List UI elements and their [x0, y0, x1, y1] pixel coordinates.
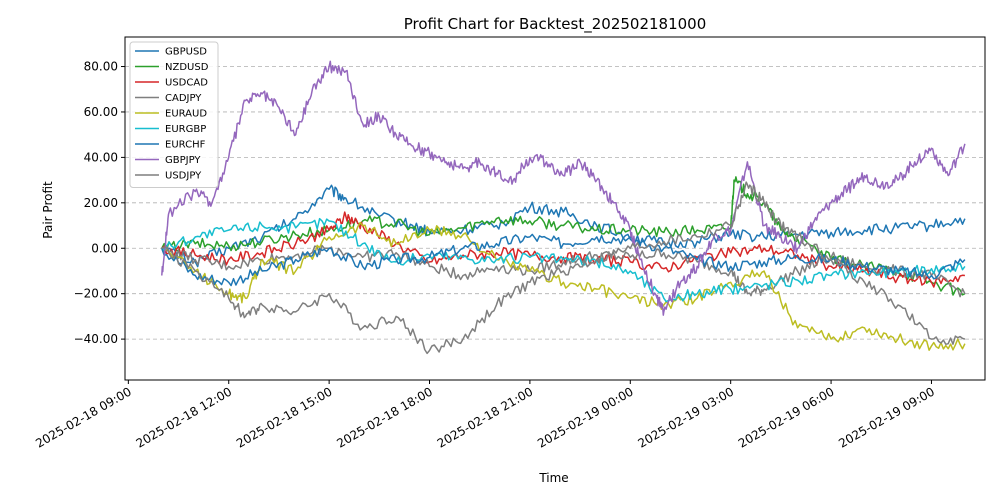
legend-label: GBPJPY [165, 155, 201, 166]
y-tick-label: −40.00 [74, 332, 118, 346]
legend-box [129, 41, 219, 188]
legend-label: USDCAD [165, 78, 208, 89]
series-line-euraud [161, 221, 966, 351]
legend-label: USDJPY [165, 171, 202, 182]
grid-lines [125, 66, 985, 340]
legend-label: GBPUSD [165, 47, 207, 58]
legend-label: EURCHF [165, 140, 206, 151]
legend-label: EURGBP [165, 124, 206, 135]
series-line-gbpusd [161, 184, 966, 268]
legend: GBPUSD NZDUSD USDCAD CADJPY EURAUD EURGBP EURC… [129, 41, 219, 188]
y-tick-label: 60.00 [84, 105, 118, 119]
legend-label: EURAUD [165, 109, 207, 120]
x-axis-label: Time [538, 471, 568, 485]
y-tick-label: 80.00 [84, 60, 118, 74]
series-line-eurgbp [161, 217, 966, 303]
y-tick-label: −20.00 [74, 287, 118, 301]
legend-label: NZDUSD [165, 62, 209, 73]
y-tick-label: 40.00 [84, 150, 118, 164]
y-axis-ticks: −40.00 −20.00 0.00 20.00 40.00 60.00 80.00 [74, 60, 125, 346]
y-axis-label: Pair Profit [41, 181, 55, 239]
legend-label: CADJPY [165, 93, 202, 104]
y-tick-label: 0.00 [91, 241, 118, 255]
series-lines [161, 60, 966, 355]
chart-title: Profit Chart for Backtest_202502181000 [404, 15, 707, 34]
plot-frame [124, 36, 986, 381]
series-line-usdjpy [161, 181, 966, 355]
series-line-gbpjpy [161, 60, 966, 316]
y-tick-label: 20.00 [84, 196, 118, 210]
